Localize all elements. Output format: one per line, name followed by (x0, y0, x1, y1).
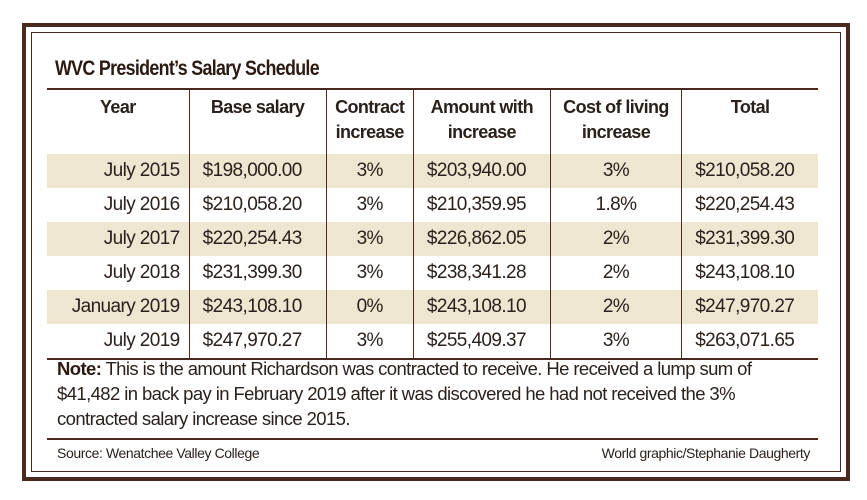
graphic-credit: World graphic/Stephanie Daugherty (601, 445, 811, 461)
cell-amount-with-increase: $238,341.28 (412, 256, 551, 290)
cell-contract-increase: 3% (325, 256, 414, 290)
cell-contract-increase: 3% (325, 222, 414, 256)
column-header-line: Amount with (430, 97, 534, 117)
cell-amount-with-increase: $226,862.05 (412, 222, 551, 256)
cell-amount-with-increase: $255,409.37 (412, 324, 551, 360)
column-header-base-salary: Base salary (188, 88, 326, 154)
graphic-frame-inner (31, 32, 841, 472)
cell-cost-of-living-increase: 1.8% (549, 188, 682, 222)
cell-contract-increase: 3% (325, 188, 414, 222)
column-header-line: Year (100, 97, 136, 117)
cell-total: $247,970.27 (681, 290, 818, 324)
cell-contract-increase: 3% (325, 324, 414, 360)
graphic-frame (22, 23, 850, 481)
cell-total: $263,071.65 (681, 324, 818, 360)
column-header-total: Total (681, 88, 818, 154)
cell-year: July 2016 (103, 194, 181, 215)
cell-base-salary: $220,254.43 (188, 222, 326, 256)
table-row: July 2018 $231,399.30 3% $238,341.28 2% $243,… (47, 256, 818, 290)
graphic-title: WVC President’s Salary Schedule (55, 57, 320, 80)
cell-year: July 2018 (103, 262, 181, 283)
cell-contract-increase: 0% (325, 290, 414, 324)
cell-year: July 2015 (47, 154, 190, 188)
column-header-amount-with-increase: Amount with increase (412, 88, 551, 154)
column-header-line: increase (581, 122, 651, 142)
cell-base-salary: $198,000.00 (188, 154, 326, 188)
note-label: Note: (57, 358, 102, 379)
note-text: This is the amount Richardson was contra… (57, 358, 752, 429)
cell-cost-of-living-increase: 3% (549, 324, 682, 360)
note: Note: This is the amount Richardson was … (57, 356, 817, 431)
cell-cost-of-living-increase: 3% (549, 154, 682, 188)
cell-year: July 2019 (47, 324, 190, 360)
column-header-line: increase (447, 122, 517, 142)
table-row: January 2019 $243,108.10 0% $243,108.10 2% $2… (47, 290, 818, 324)
table-header-row: Year Base salary Contract increase Amount wi… (47, 88, 818, 154)
table-row: July 2015 $198,000.00 3% $203,940.00 3% $210,… (47, 154, 818, 188)
cell-base-salary: $231,399.30 (188, 256, 326, 290)
cell-total: $231,399.30 (681, 222, 818, 256)
cell-base-salary: $210,058.20 (188, 188, 326, 222)
cell-total: $243,108.10 (681, 256, 818, 290)
cell-amount-with-increase: $210,359.95 (412, 188, 551, 222)
cell-base-salary: $243,108.10 (188, 290, 326, 324)
cell-cost-of-living-increase: 2% (549, 222, 682, 256)
column-header-line: Contract (335, 97, 405, 117)
cell-amount-with-increase: $203,940.00 (412, 154, 551, 188)
column-header-year: Year (47, 88, 190, 154)
divider (47, 438, 818, 440)
column-header-line: Base salary (210, 97, 305, 117)
cell-year: July 2017 (47, 222, 190, 256)
table-row: July 2019 $247,970.27 3% $255,409.37 3% $263,… (47, 324, 818, 360)
column-header-line: Total (730, 97, 770, 117)
table-row: July 2017 $220,254.43 3% $226,862.05 2% $231,… (47, 222, 818, 256)
cell-total: $210,058.20 (681, 154, 818, 188)
cell-total: $220,254.43 (681, 188, 818, 222)
cell-year: January 2019 (47, 290, 190, 324)
cell-base-salary: $247,970.27 (188, 324, 326, 360)
cell-cost-of-living-increase: 2% (549, 290, 682, 324)
cell-cost-of-living-increase: 2% (549, 256, 682, 290)
salary-table: Year Base salary Contract increase Amount wi… (47, 88, 818, 360)
cell-contract-increase: 3% (325, 154, 414, 188)
column-header-line: Cost of living (563, 97, 669, 117)
source-credit: Source: Wenatchee Valley College (57, 445, 260, 461)
column-header-contract-increase: Contract increase (325, 88, 414, 154)
column-header-line: increase (335, 122, 405, 142)
table-row: July 2016 $210,058.20 3% $210,359.95 1.8% $22… (47, 188, 818, 222)
cell-amount-with-increase: $243,108.10 (412, 290, 551, 324)
column-header-cost-of-living-increase: Cost of living increase (549, 88, 682, 154)
